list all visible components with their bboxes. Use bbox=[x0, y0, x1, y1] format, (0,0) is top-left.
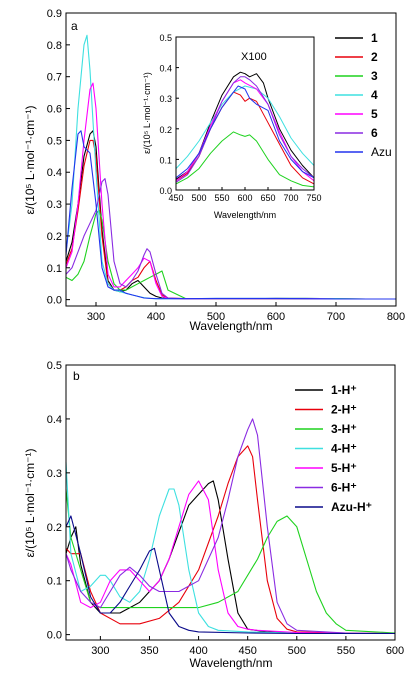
chart-b-legend: 1-H⁺ 2-H⁺ 3-H⁺ 4-H⁺ 5-H⁺ 6-H⁺ Azu-H⁺ bbox=[295, 383, 372, 514]
chart-b-y-tick-label-1: 0.1 bbox=[47, 576, 62, 588]
chart-a-y-tick-label-4: 0.4 bbox=[47, 167, 62, 179]
chart-b-y-tick-label-3: 0.3 bbox=[47, 468, 62, 480]
chart-a-y-tick-label-7: 0.7 bbox=[47, 72, 62, 84]
chart-b-series-line-1 bbox=[65, 445, 396, 635]
chart-a-inset-x-tick-label-2: 550 bbox=[214, 193, 229, 203]
chart-a-inset-y-tick-label-0: 0.0 bbox=[159, 186, 172, 196]
chart-a-inset-y-tick-label-5: 0.5 bbox=[159, 33, 172, 43]
chart-b-y-tick-label-4: 0.4 bbox=[47, 414, 62, 426]
chart-b-x-tick-label-1: 350 bbox=[140, 645, 158, 657]
chart-b-x-axis-label: Wavelength/nm bbox=[190, 656, 273, 670]
chart-a-inset-y-tick-label-2: 0.2 bbox=[159, 125, 172, 135]
chart-a-inset-y-axis-label: ε/(10⁵ L·mol⁻¹·cm⁻¹) bbox=[142, 72, 152, 154]
chart-a: 300 400 500 600 700 800 0.0 0.1 0.2 0.3 0.4 0.5 0.6 0… bbox=[23, 8, 405, 333]
chart-a-inset-series-line-2 bbox=[175, 131, 315, 188]
chart-b-legend-label-3: 4-H⁺ bbox=[331, 442, 357, 456]
chart-b-plot-frame bbox=[65, 364, 396, 641]
chart-a-legend-label-0: 1 bbox=[371, 31, 378, 45]
chart-a-legend-label-6: Azu bbox=[371, 145, 392, 159]
chart-b-series-line-6 bbox=[65, 515, 395, 635]
chart-a-legend-label-4: 5 bbox=[371, 107, 378, 121]
chart-b-legend-label-5: 6-H⁺ bbox=[331, 481, 357, 495]
chart-a-y-tick-label-5: 0.5 bbox=[47, 135, 62, 147]
chart-a-inset-x-tick-label-4: 650 bbox=[260, 193, 275, 203]
chart-b-legend-label-6: Azu-H⁺ bbox=[331, 500, 372, 514]
chart-b-series-line-3 bbox=[65, 462, 395, 635]
chart-b-x-tick-label-0: 300 bbox=[91, 645, 109, 657]
chart-a-inset-series-line-3 bbox=[175, 85, 315, 169]
chart-a-inset-series-line-6 bbox=[175, 85, 315, 179]
chart-a-y-tick-label-3: 0.3 bbox=[47, 199, 62, 211]
chart-a-legend-label-1: 2 bbox=[371, 50, 378, 64]
chart-a-inset-y-tick-label-3: 0.3 bbox=[159, 94, 172, 104]
chart-a-inset-x-tick-label-3: 600 bbox=[237, 193, 252, 203]
chart-b-y-tick-label-0: 0.0 bbox=[47, 630, 62, 642]
chart-a-x-tick-label-4: 700 bbox=[327, 311, 345, 323]
chart-a-x-axis-label: Wavelength/nm bbox=[190, 319, 273, 333]
chart-a-series-line-6 bbox=[65, 130, 396, 300]
chart-a-inset-annotation: X100 bbox=[241, 51, 267, 63]
chart-a-inset-y-tick-label-1: 0.1 bbox=[159, 155, 172, 165]
chart-a-x-tick-label-5: 800 bbox=[387, 311, 405, 323]
chart-b-legend-label-1: 2-H⁺ bbox=[331, 403, 357, 417]
chart-a-x-tick-label-0: 300 bbox=[87, 311, 105, 323]
chart-b-x-tick-label-2: 400 bbox=[189, 645, 207, 657]
chart-b-x-tick-label-4: 500 bbox=[288, 645, 306, 657]
chart-a-x-tick-label-3: 600 bbox=[267, 311, 285, 323]
chart-a-plot-frame bbox=[65, 12, 397, 307]
chart-a-x-tick-label-1: 400 bbox=[147, 311, 165, 323]
chart-b-series-line-4 bbox=[65, 480, 395, 635]
chart-a-legend-label-5: 6 bbox=[371, 126, 378, 140]
chart-a-inset-x-axis-label: Wavelength/nm bbox=[214, 210, 276, 220]
chart-b-panel-label: b bbox=[73, 369, 80, 383]
chart-b-x-tick-label-6: 600 bbox=[386, 645, 404, 657]
chart-a-y-tick-label-0: 0.0 bbox=[47, 295, 62, 307]
chart-a-inset-x-tick-label-5: 700 bbox=[283, 193, 298, 203]
chart-a-inset-background bbox=[176, 37, 314, 206]
chart-b-y-tick-label-2: 0.2 bbox=[47, 522, 62, 534]
chart-b-y-axis-label: ε/(10⁵ L·mol⁻¹·cm⁻¹) bbox=[23, 449, 37, 558]
chart-b-series bbox=[65, 418, 396, 635]
chart-b-y-tick-label-5: 0.5 bbox=[47, 360, 62, 372]
chart-a-y-tick-label-2: 0.2 bbox=[47, 231, 62, 243]
chart-a-panel-label: a bbox=[71, 19, 78, 33]
chart-b-legend-label-0: 1-H⁺ bbox=[331, 383, 357, 397]
chart-a-series-line-2 bbox=[65, 209, 396, 300]
chart-b-series-line-5 bbox=[65, 418, 396, 635]
chart-a-inset-series bbox=[175, 71, 315, 188]
chart-a-y-tick-label-9: 0.9 bbox=[47, 8, 62, 20]
chart-a-legend-label-2: 3 bbox=[371, 69, 378, 83]
chart-a-inset-x-tick-label-6: 750 bbox=[306, 193, 321, 203]
chart-a-legend-label-3: 4 bbox=[371, 88, 378, 102]
chart-a-inset-y-tick-label-4: 0.4 bbox=[159, 64, 172, 74]
chart-b-legend-label-2: 3-H⁺ bbox=[331, 422, 357, 436]
chart-b-x-tick-label-5: 550 bbox=[337, 645, 355, 657]
chart-a-inset-series-line-0 bbox=[175, 71, 315, 180]
chart-a-legend: 1 2 3 4 5 6 Azu bbox=[335, 31, 392, 159]
chart-b-legend-label-4: 5-H⁺ bbox=[331, 461, 357, 475]
chart-a-inset-x-tick-label-0: 450 bbox=[168, 193, 183, 203]
chart-b: 300 350 400 450 500 550 6000.00.10.20.30.40.5 … bbox=[23, 360, 404, 670]
chart-a-inset-x-tick-label-1: 500 bbox=[191, 193, 206, 203]
chart-a-y-tick-label-1: 0.1 bbox=[47, 263, 62, 275]
chart-a-y-tick-label-6: 0.6 bbox=[47, 104, 62, 116]
chart-a-y-axis-label: ε/(10⁵ L·mol⁻¹·cm⁻¹) bbox=[23, 106, 37, 215]
chart-b-x-tick-label-3: 450 bbox=[239, 645, 257, 657]
chart-a-x-tick-label-2: 500 bbox=[207, 311, 225, 323]
chart-a-inset-series-line-5 bbox=[175, 76, 315, 183]
chart-a-y-tick-label-8: 0.8 bbox=[47, 40, 62, 52]
chart-a-series bbox=[65, 34, 396, 300]
